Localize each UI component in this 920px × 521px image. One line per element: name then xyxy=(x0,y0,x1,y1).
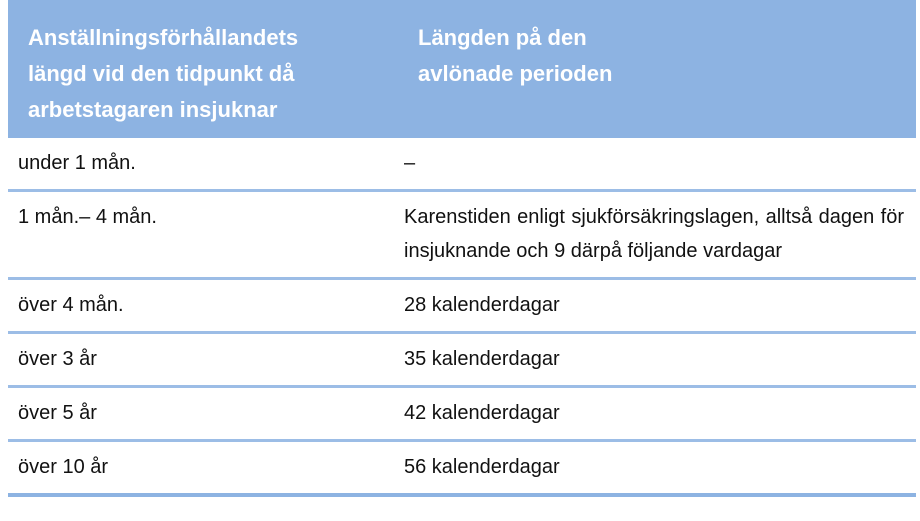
duration-cell: över 3 år xyxy=(8,332,398,388)
table-row: under 1 mån. – xyxy=(8,138,916,192)
duration-cell: över 4 mån. xyxy=(8,278,398,334)
table-row: 1 mån.– 4 mån. Karenstiden enligt sjukför… xyxy=(8,190,916,280)
paid-period-cell: Karenstiden enligt sjukförsäkringslagen,… xyxy=(398,190,916,280)
paid-period-cell: 35 kalenderdagar xyxy=(398,332,916,388)
header-text: Anställningsförhållandets längd vid den … xyxy=(28,25,299,122)
table-row: över 4 mån. 28 kalenderdagar xyxy=(8,278,916,334)
paid-period-cell: – xyxy=(398,138,916,192)
table-row: över 5 år 42 kalenderdagar xyxy=(8,386,916,442)
paid-period-cell: 28 kalenderdagar xyxy=(398,278,916,334)
duration-cell: 1 mån.– 4 mån. xyxy=(8,190,398,280)
duration-cell: under 1 mån. xyxy=(8,138,398,192)
header-text: Längden på den avlönade perioden xyxy=(418,25,613,86)
table-row: över 10 år 56 kalenderdagar xyxy=(8,440,916,497)
duration-cell: över 10 år xyxy=(8,440,398,497)
table-body: under 1 mån. –1 mån.– 4 mån. Karenstiden e… xyxy=(8,138,916,497)
header-cell: Anställningsförhållandets längd vid den … xyxy=(8,0,398,138)
header-row: Anställningsförhållandets längd vid den … xyxy=(8,0,916,138)
table: Anställningsförhållandets längd vid den … xyxy=(8,0,916,497)
table-row: över 3 år 35 kalenderdagar xyxy=(8,332,916,388)
duration-cell: över 5 år xyxy=(8,386,398,442)
table-container: Anställningsförhållandets längd vid den … xyxy=(8,0,916,497)
paid-period-cell: 42 kalenderdagar xyxy=(398,386,916,442)
paid-period-cell: 56 kalenderdagar xyxy=(398,440,916,497)
header-cell: Längden på den avlönade perioden xyxy=(398,0,916,138)
